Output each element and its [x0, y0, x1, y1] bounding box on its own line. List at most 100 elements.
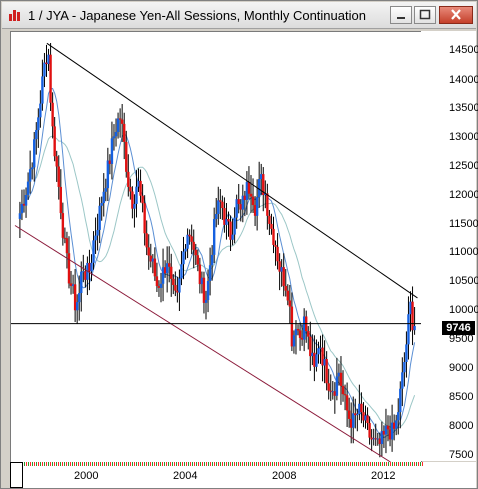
- month-tick: [94, 462, 95, 466]
- month-tick: [168, 462, 169, 466]
- candle-body-down: [192, 241, 195, 250]
- y-tick-label: 12500: [449, 160, 478, 172]
- title-bar[interactable]: 1 / JYA - Japanese Yen-All Sessions, Mon…: [2, 2, 476, 29]
- month-tick: [46, 462, 47, 466]
- candle-body-up: [186, 234, 189, 249]
- month-tick: [340, 462, 341, 466]
- month-tick: [420, 462, 421, 466]
- month-tick: [320, 462, 321, 466]
- month-tick: [276, 462, 277, 466]
- candle-body-down: [143, 203, 146, 234]
- candle-body-down: [321, 347, 324, 366]
- month-tick: [292, 462, 293, 466]
- close-icon: [451, 9, 461, 20]
- candle-body-up: [311, 352, 314, 357]
- candle-body-down: [313, 352, 316, 367]
- month-tick: [122, 462, 123, 466]
- candle-body-up: [71, 284, 75, 286]
- candle-body-down: [170, 266, 173, 279]
- candle-body-up: [241, 195, 245, 210]
- moving-average-fast-line: [27, 87, 416, 439]
- month-tick: [258, 462, 259, 466]
- month-tick: [388, 462, 389, 466]
- month-tick: [162, 462, 163, 466]
- y-tick-label: 7500: [449, 449, 474, 461]
- maximize-button[interactable]: [414, 6, 436, 24]
- candle-body-up: [37, 117, 40, 131]
- candle-body-up: [161, 267, 165, 284]
- month-tick: [358, 462, 359, 466]
- candle-body-down: [343, 394, 347, 396]
- month-tick: [178, 462, 179, 466]
- x-tick-label: 2004: [173, 470, 198, 482]
- price-axis[interactable]: 14500 14000 13500 13000 12500 12000 1150…: [421, 31, 478, 461]
- candle-body-down: [270, 223, 273, 229]
- month-tick-strip: [24, 462, 423, 466]
- candle-body-up: [384, 425, 388, 435]
- y-tick-label: 11500: [449, 218, 478, 230]
- candle-body-down: [59, 186, 63, 214]
- month-tick: [174, 462, 175, 466]
- candle-body-up: [372, 438, 375, 440]
- month-tick: [134, 462, 135, 466]
- month-tick: [274, 462, 275, 466]
- scroll-handle[interactable]: [10, 462, 23, 488]
- candle-body-up: [331, 391, 334, 393]
- month-tick: [36, 462, 37, 466]
- month-tick: [356, 462, 357, 466]
- candle-body-down: [266, 193, 269, 216]
- minimize-button[interactable]: [390, 6, 412, 24]
- candle-body-down: [127, 171, 130, 187]
- month-tick: [50, 462, 51, 466]
- candle-body-up: [407, 314, 410, 345]
- month-tick: [390, 462, 391, 466]
- month-tick: [384, 462, 385, 466]
- month-tick: [82, 462, 83, 466]
- month-tick: [318, 462, 319, 466]
- month-tick: [326, 462, 327, 466]
- month-tick: [290, 462, 291, 466]
- candle-body-down: [49, 54, 52, 103]
- month-tick: [138, 462, 139, 466]
- month-tick: [48, 462, 49, 466]
- month-tick: [78, 462, 79, 466]
- candle-body-down: [45, 62, 48, 65]
- month-tick: [236, 462, 237, 466]
- candle-body-down: [327, 383, 330, 391]
- candle-body-up: [75, 302, 79, 311]
- candle-body-down: [382, 430, 386, 435]
- candle-body-down: [360, 403, 363, 413]
- month-tick: [396, 462, 397, 466]
- candle-body-up: [110, 138, 114, 164]
- month-tick: [164, 462, 165, 466]
- y-tick-label: 9500: [449, 333, 474, 345]
- candle-body-down: [227, 219, 230, 222]
- price-plot-area[interactable]: [10, 31, 422, 463]
- month-tick: [230, 462, 231, 466]
- candle-body-up: [319, 347, 322, 349]
- month-tick: [404, 462, 405, 466]
- candle-body-up: [135, 186, 138, 204]
- close-button[interactable]: [439, 6, 473, 24]
- month-tick: [300, 462, 301, 466]
- candle-body-up: [112, 136, 116, 139]
- month-tick: [44, 462, 45, 466]
- month-tick: [218, 462, 219, 466]
- candle-body-up: [235, 199, 238, 218]
- candle-body-down: [366, 415, 369, 424]
- month-tick: [294, 462, 295, 466]
- candle-body-up: [405, 344, 408, 362]
- candle-body-down: [147, 247, 150, 256]
- month-tick: [308, 462, 309, 466]
- candle-body-up: [133, 203, 136, 209]
- month-tick: [248, 462, 249, 466]
- candle-body-down: [325, 359, 328, 384]
- time-axis[interactable]: 2000 2004 2008 2012: [10, 462, 476, 488]
- candle-body-up: [116, 118, 120, 132]
- y-tick-label: 10000: [449, 304, 478, 316]
- month-tick: [302, 462, 303, 466]
- candle-body-down: [125, 141, 128, 172]
- candle-body-up: [217, 200, 220, 214]
- candle-body-down: [378, 438, 382, 445]
- month-tick: [354, 462, 355, 466]
